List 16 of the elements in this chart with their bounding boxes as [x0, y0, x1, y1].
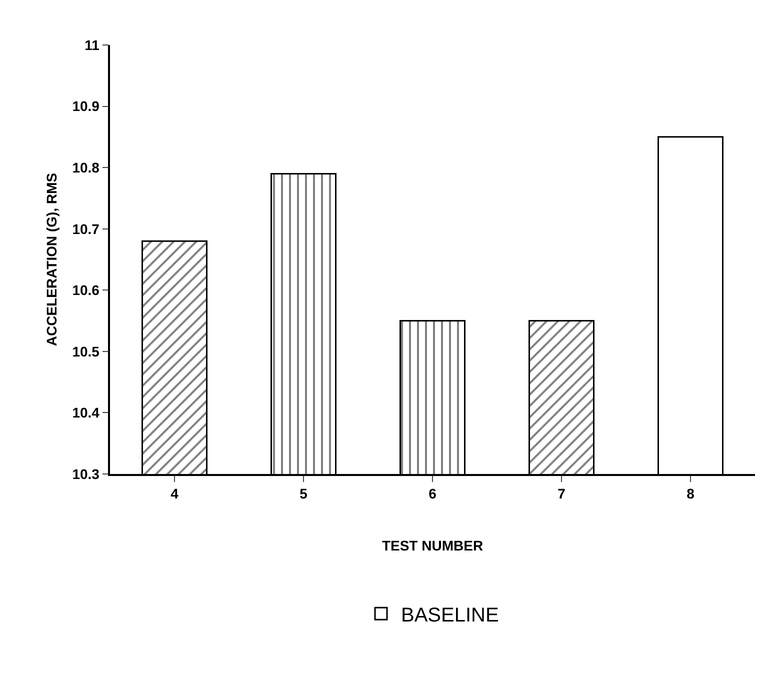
y-tick-label: 10.5: [72, 343, 100, 360]
y-tick-label: 10.3: [72, 466, 100, 482]
y-tick-label: 10.4: [72, 404, 100, 421]
y-tick-label: 10.9: [72, 98, 100, 114]
x-tick-label: 6: [428, 486, 437, 502]
y-tick-label: 10.8: [72, 159, 100, 176]
y-tick-label: 11: [84, 36, 100, 53]
y-axis-title: ACCELERATION (G), RMS: [43, 172, 60, 346]
x-axis-title: TEST NUMBER: [382, 537, 484, 554]
y-tick-label: 10.6: [72, 282, 100, 298]
legend-label: BASELINE: [401, 604, 499, 626]
x-tick-label: 5: [300, 486, 308, 502]
x-tick-label: 7: [558, 486, 566, 502]
x-tick-label: 8: [686, 486, 695, 502]
x-tick-label: 4: [170, 486, 179, 502]
y-tick-label: 10.7: [72, 220, 100, 237]
